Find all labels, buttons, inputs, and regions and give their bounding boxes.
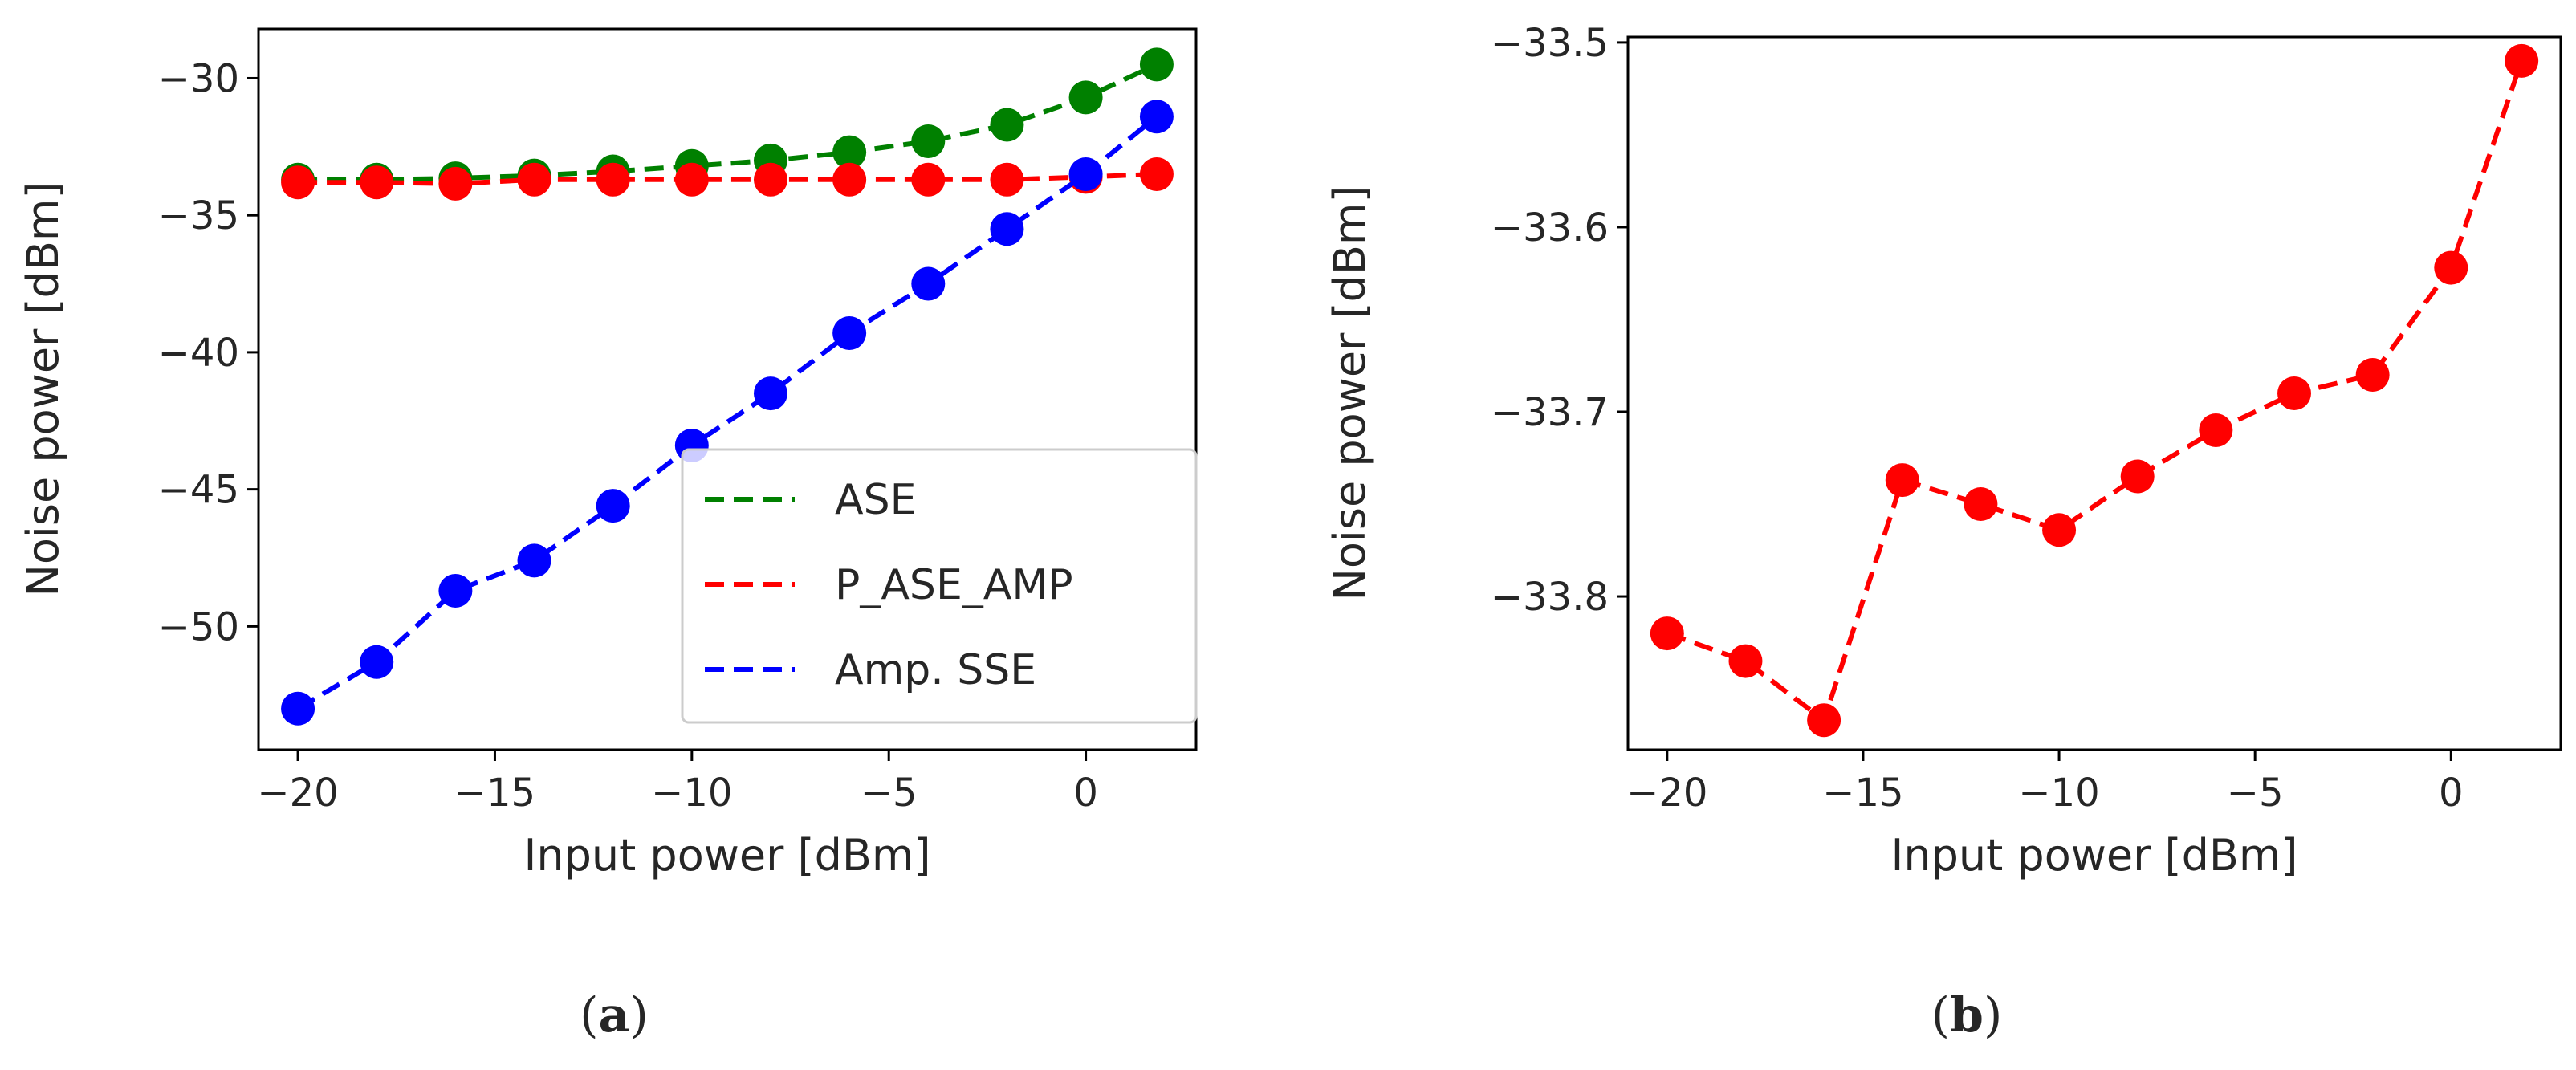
panel-a-xtick-label: −15 xyxy=(454,771,535,816)
panel-a-legend-label: ASE xyxy=(835,476,916,524)
panel-b-series-p-ase-amp-line xyxy=(1666,59,2525,725)
panel-b-plot-frame xyxy=(1626,35,2562,751)
panel-a-series-ase-line xyxy=(298,62,1158,182)
panel-b-xaxis-label: Input power [dBm] xyxy=(1890,830,2297,881)
panel-a-series-amp-sse-point xyxy=(1068,157,1103,191)
panel-a-xtick-label: −10 xyxy=(651,771,732,816)
panel-a-series-amp-sse-point xyxy=(753,376,787,411)
panel-b-series-p-ase-amp-point xyxy=(1964,487,1998,522)
panel-a-ytick-label: −50 xyxy=(158,604,239,649)
panel-a-series-p-ase-amp-point xyxy=(360,165,394,200)
panel-a-series-p-ase-amp-point xyxy=(281,165,315,200)
panel-a-legend-label: Amp. SSE xyxy=(835,646,1036,694)
panel-a-series-p-ase-amp-point xyxy=(832,162,867,197)
panel-b-xtick-label: −5 xyxy=(2227,771,2284,816)
panel-b-series-p-ase-amp-point xyxy=(2355,357,2390,392)
panel-a-legend xyxy=(681,448,1198,724)
panel-b-yaxis-label: Noise power [dBm] xyxy=(1325,185,1375,600)
panel-b-ytick-label: −33.5 xyxy=(1491,21,1609,66)
panel-a-yaxis-label: Noise power [dBm] xyxy=(18,181,68,596)
panel-a-panel-label: (a) xyxy=(580,987,649,1044)
panel-a-series-p-ase-amp-point xyxy=(753,162,787,197)
panel-b-chart: −20 −15 −10 −5 0 −33.5 −33.6 −33.7 −33.8 Input po… xyxy=(1325,21,2562,1044)
panel-a-series-p-ase-amp-point xyxy=(517,162,551,197)
panel-a-series-p-ase-amp-point xyxy=(674,162,709,197)
panel-b-xtick-label: 0 xyxy=(2439,771,2464,816)
panel-a-ytick-label: −30 xyxy=(158,56,239,101)
panel-b-series-p-ase-amp-point xyxy=(2277,376,2311,410)
panel-b-panel-label: (b) xyxy=(1931,987,2003,1044)
panel-a-series-p-ase-amp-point xyxy=(990,162,1024,197)
panel-b-series-p-ase-amp-point xyxy=(1728,644,1763,678)
panel-b-ytick-label: −33.7 xyxy=(1491,390,1609,435)
panel-a-series-amp-sse-point xyxy=(1139,100,1174,134)
panel-b-series-p-ase-amp-point xyxy=(1650,616,1684,651)
panel-a-series-amp-sse-point xyxy=(438,573,473,608)
panel-a-xaxis-label: Input power [dBm] xyxy=(523,830,930,881)
panel-b-series-p-ase-amp-point xyxy=(2199,413,2233,448)
panel-a-series-ase-point xyxy=(990,108,1024,142)
panel-a-series-ase-point xyxy=(911,124,946,158)
panel-b-xtick-label: −15 xyxy=(1822,771,1903,816)
panel-b-series-p-ase-amp-point xyxy=(2434,250,2468,285)
panel-a-ytick-label: −40 xyxy=(158,331,239,376)
panel-a-series-amp-sse-point xyxy=(360,645,394,679)
panel-b-series-p-ase-amp-point xyxy=(1885,463,1919,498)
panel-b-series-p-ase-amp-point xyxy=(1807,703,1841,738)
panel-a-series-p-ase-amp-point xyxy=(911,162,946,197)
panel-a-xtick-label: −5 xyxy=(861,771,918,816)
panel-a-series-amp-sse-point xyxy=(990,212,1024,246)
panel-a-series-amp-sse-point xyxy=(281,691,315,726)
panel-a-plot-frame xyxy=(257,27,1198,751)
panel-a-series-ase-point xyxy=(1068,80,1103,115)
panel-a-series-amp-sse-point xyxy=(517,543,551,578)
panel-b-ytick-label: −33.8 xyxy=(1491,575,1609,620)
panel-a-ytick-label: −45 xyxy=(158,468,239,513)
panel-b-ytick-label: −33.6 xyxy=(1491,205,1609,250)
panel-a-series-p-ase-amp-point xyxy=(1139,157,1174,191)
panel-a-series-amp-sse-point xyxy=(832,316,867,351)
panel-a-legend-label: P_ASE_AMP xyxy=(835,561,1073,609)
panel-a-series-amp-sse-point xyxy=(596,489,630,523)
panel-a-series-ase-point xyxy=(832,135,867,169)
panel-b-xtick-label: −20 xyxy=(1626,771,1707,816)
panel-a-series-amp-sse-point xyxy=(911,266,946,301)
panel-b-series-p-ase-amp-point xyxy=(2505,43,2539,78)
panel-a-series-p-ase-amp-point xyxy=(596,162,630,197)
panel-a-xtick-label: −20 xyxy=(257,771,338,816)
panel-a-series-ase-point xyxy=(1139,47,1174,82)
panel-b-series-p-ase-amp-point xyxy=(2120,459,2155,494)
panel-a-xtick-label: 0 xyxy=(1073,771,1098,816)
panel-a-series-p-ase-amp-point xyxy=(438,166,473,201)
panel-b-series-p-ase-amp-point xyxy=(2042,513,2077,547)
panel-b-xtick-label: −10 xyxy=(2018,771,2099,816)
panel-a-ytick-label: −35 xyxy=(158,193,239,238)
